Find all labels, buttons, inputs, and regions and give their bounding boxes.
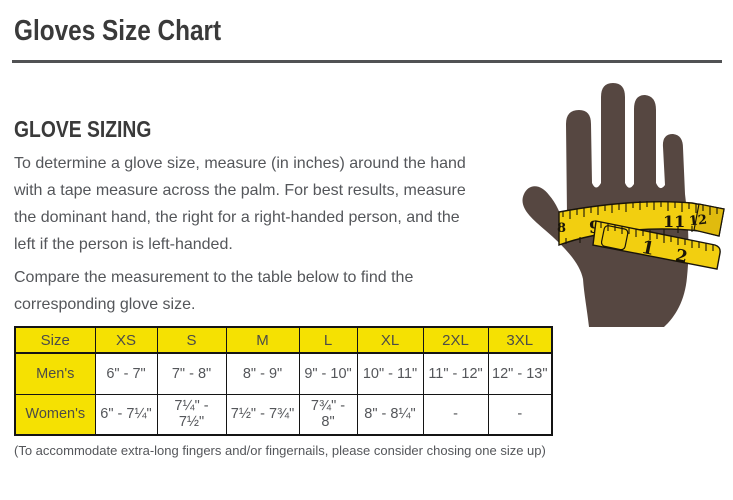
- mens-size-cell: 7" - 8": [156, 352, 227, 395]
- mens-size-cell: 9" - 10": [298, 352, 358, 395]
- womens-size-cell: 7¾" - 8": [298, 393, 358, 436]
- hand-tape-measure-illustration: 8 9 11 12 1 2: [522, 83, 725, 327]
- tape-measure-overlay: 1 2: [592, 220, 721, 270]
- womens-size-cell: 7½" - 7¾": [225, 393, 300, 436]
- womens-size-cell: 7¼" - 7½": [156, 393, 227, 436]
- mens-size-row: Men's 6" - 7" 7" - 8" 8" - 9" 9" - 10" 1…: [14, 352, 553, 395]
- glove-size-table: Size XS S M L XL 2XL 3XL Men's 6" - 7" 7…: [14, 326, 553, 436]
- womens-size-cell: 8" - 8¼": [356, 393, 424, 436]
- section-heading: GLOVE SIZING: [14, 116, 152, 142]
- womens-size-cell: -: [487, 393, 553, 436]
- mens-size-cell: 6" - 7": [94, 352, 158, 395]
- col-header-3xl: 3XL: [487, 326, 553, 354]
- col-header-xl: XL: [356, 326, 424, 354]
- table-intro-paragraph: Compare the measurement to the table bel…: [14, 269, 414, 313]
- womens-size-row: Women's 6" - 7¼" 7¼" - 7½" 7½" - 7¾" 7¾"…: [14, 393, 553, 436]
- mens-size-cell: 11" - 12": [422, 352, 489, 395]
- tape-number: 12: [688, 213, 708, 230]
- tape-number: 8: [557, 221, 566, 236]
- col-header-xs: XS: [94, 326, 158, 354]
- col-header-2xl: 2XL: [422, 326, 489, 354]
- tape-number: 1: [640, 237, 656, 260]
- tape-number: 2: [674, 246, 690, 268]
- title-divider: [12, 60, 722, 63]
- mens-size-cell: 12" - 13": [487, 352, 553, 395]
- womens-size-cell: -: [422, 393, 489, 436]
- col-header-s: S: [156, 326, 227, 354]
- mens-size-cell: 10" - 11": [356, 352, 424, 395]
- col-header-l: L: [298, 326, 358, 354]
- mens-size-cell: 8" - 9": [225, 352, 300, 395]
- page-title: Gloves Size Chart: [14, 15, 222, 47]
- tape-number: 11: [663, 212, 685, 231]
- womens-size-cell: 6" - 7¼": [94, 393, 158, 436]
- sizing-instructions-paragraph: To determine a glove size, measure (in i…: [14, 155, 466, 253]
- row-label-womens: Women's: [14, 393, 96, 436]
- col-header-size: Size: [14, 326, 96, 354]
- sizing-footnote: (To accommodate extra-long fingers and/o…: [14, 443, 546, 458]
- table-header-row: Size XS S M L XL 2XL 3XL: [14, 326, 553, 354]
- tape-end-tab: [600, 225, 629, 251]
- row-label-mens: Men's: [14, 352, 96, 395]
- col-header-m: M: [225, 326, 300, 354]
